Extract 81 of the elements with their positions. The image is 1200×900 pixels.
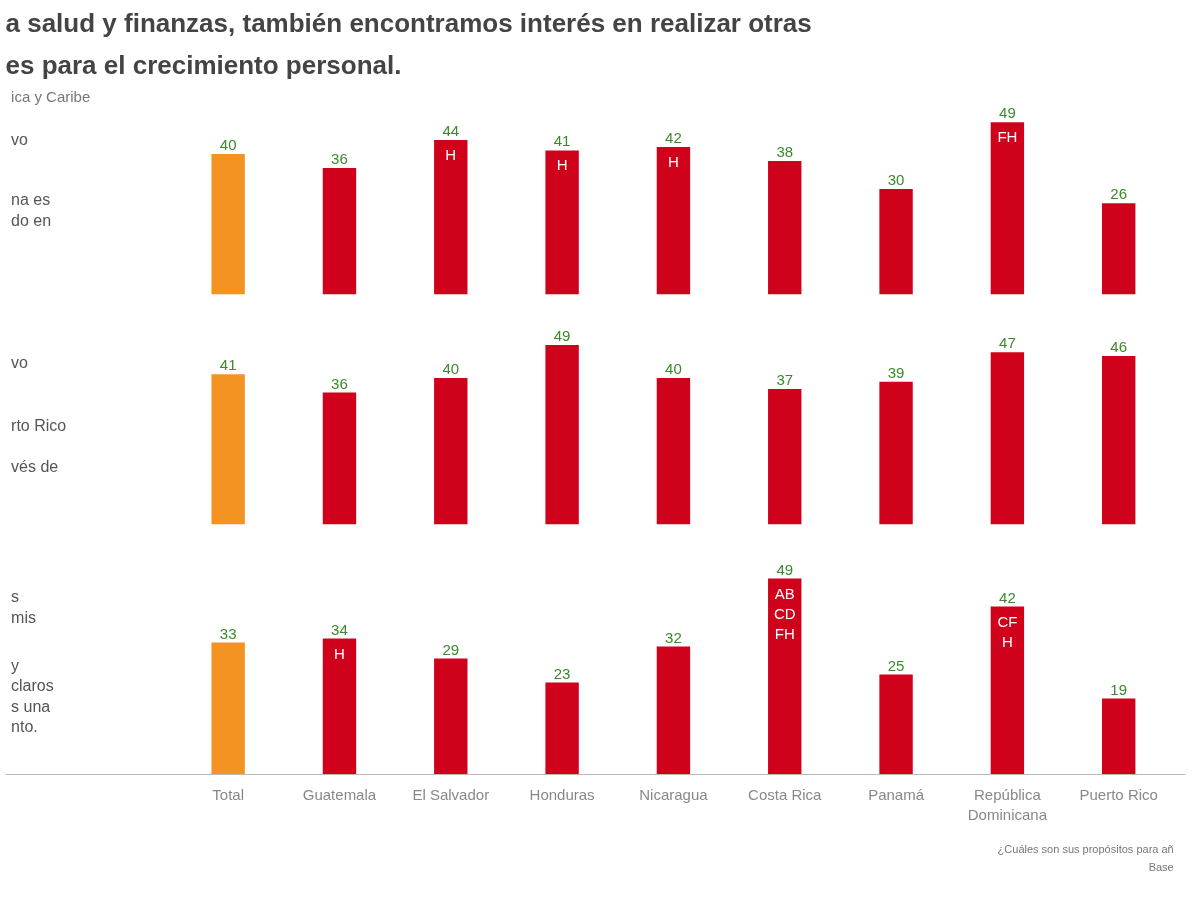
x-tick-label: Puerto Rico [1079, 785, 1158, 803]
bar [322, 638, 357, 775]
annotation: H [334, 644, 345, 662]
data-label: 37 [776, 370, 794, 388]
data-label: 49 [999, 104, 1016, 122]
x-tick-label: Costa Rica [748, 785, 823, 803]
data-label: 41 [553, 132, 571, 150]
bar [1102, 698, 1136, 775]
chart-title: a salud y finanzas, también encontramos interés en realizar otras [5, 7, 812, 38]
text: ica y Caribe [11, 87, 91, 105]
x-tick-label: Nicaragua [639, 785, 709, 803]
annotation: CF H [997, 612, 1018, 650]
data-label: 40 [219, 135, 237, 153]
data-label: 39 [887, 363, 905, 381]
bar [990, 606, 1025, 775]
data-label: 23 [553, 664, 571, 682]
data-label: 49 [553, 326, 571, 344]
bar [434, 658, 468, 775]
bar [545, 344, 579, 525]
data-label: 42 [999, 588, 1016, 606]
bar [211, 374, 245, 525]
bar [768, 578, 802, 775]
text: vo [11, 130, 29, 148]
x-tick-label: Total [212, 785, 244, 803]
data-label: 19 [1110, 680, 1128, 698]
bar [211, 153, 245, 295]
data-label: 40 [665, 359, 682, 377]
bar [879, 381, 913, 525]
x-tick-label: Guatemala [302, 785, 377, 803]
text: vo [11, 353, 29, 371]
text: rto Rico vés de [11, 416, 67, 475]
text: na es do en [11, 191, 52, 229]
bar [879, 674, 913, 775]
bar [879, 189, 913, 295]
text: ¿Cuáles son sus propósitos para añ [997, 842, 1174, 855]
x-tick-label: República Dominicana [967, 785, 1048, 823]
bar [1102, 355, 1136, 525]
bar [434, 377, 468, 525]
data-label: 42 [665, 128, 682, 146]
bar [656, 646, 691, 775]
x-tick-label: Panamá [868, 785, 925, 803]
data-label: 26 [1110, 185, 1128, 203]
data-label: 36 [331, 150, 348, 168]
bar [434, 139, 468, 295]
data-label: 44 [442, 121, 460, 139]
annotation: H [668, 152, 679, 170]
text: s mis [11, 588, 36, 626]
data-label: 30 [887, 171, 905, 189]
bar [545, 150, 579, 295]
data-label: 25 [887, 656, 905, 674]
bar [322, 168, 357, 295]
bar [322, 392, 357, 525]
chart-subtitle: es para el crecimiento personal. [5, 49, 402, 80]
text: y claros s una nto. [11, 656, 54, 736]
annotation: H [556, 156, 568, 174]
bar [768, 161, 802, 295]
text: Base [1148, 860, 1174, 873]
data-label: 40 [442, 359, 460, 377]
bar [1102, 203, 1136, 295]
data-label: 29 [442, 640, 460, 658]
annotation: FH [997, 128, 1018, 146]
bar [656, 146, 691, 295]
data-label: 33 [219, 624, 237, 642]
data-label: 32 [665, 628, 682, 646]
data-label: 46 [1110, 337, 1128, 355]
bar [990, 122, 1025, 295]
data-label: 36 [331, 374, 348, 392]
data-label: 49 [776, 560, 794, 578]
annotation: AB CD FH [773, 584, 796, 643]
data-label: 47 [999, 334, 1016, 352]
bar [990, 352, 1025, 525]
bar [545, 682, 579, 775]
data-label: 38 [776, 143, 794, 161]
data-label: 41 [219, 356, 237, 374]
bar [768, 388, 802, 525]
data-label: 34 [331, 620, 348, 638]
bar [656, 377, 691, 525]
bar [211, 642, 245, 775]
x-tick-label: Honduras [529, 785, 595, 803]
annotation: H [445, 145, 457, 163]
x-tick-label: El Salvador [412, 785, 490, 803]
